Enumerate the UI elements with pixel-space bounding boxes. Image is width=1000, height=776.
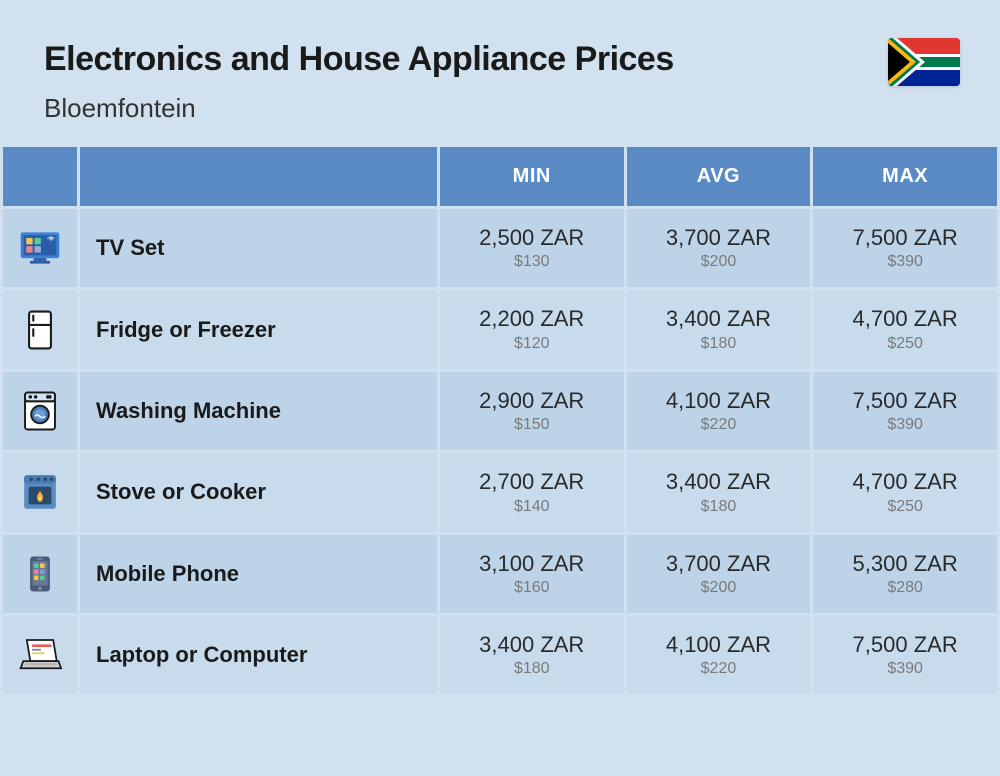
price-avg: 3,700 ZAR $200 (627, 209, 811, 287)
price-max: 7,500 ZAR $390 (813, 616, 997, 694)
phone-icon (3, 535, 77, 613)
price-zar: 3,400 ZAR (448, 632, 616, 658)
header: Electronics and House Appliance Prices B… (0, 0, 1000, 144)
tv-icon (3, 209, 77, 287)
washer-icon (3, 372, 77, 450)
price-usd: $200 (635, 579, 803, 597)
price-zar: 2,700 ZAR (448, 469, 616, 495)
page-title: Electronics and House Appliance Prices (44, 40, 956, 79)
item-name: Stove or Cooker (80, 453, 437, 531)
col-header-min: MIN (440, 147, 624, 206)
col-header-avg: AVG (627, 147, 811, 206)
price-min: 3,400 ZAR $180 (440, 616, 624, 694)
price-zar: 3,400 ZAR (635, 306, 803, 332)
price-avg: 3,400 ZAR $180 (627, 453, 811, 531)
laptop-icon (3, 616, 77, 694)
price-usd: $390 (821, 660, 989, 678)
price-zar: 4,100 ZAR (635, 632, 803, 658)
price-usd: $390 (821, 416, 989, 434)
price-usd: $130 (448, 253, 616, 271)
price-usd: $220 (635, 416, 803, 434)
price-usd: $160 (448, 579, 616, 597)
flag-south-africa-icon (888, 38, 960, 86)
price-usd: $280 (821, 579, 989, 597)
page-subtitle: Bloemfontein (44, 93, 956, 124)
item-name: TV Set (80, 209, 437, 287)
price-max: 4,700 ZAR $250 (813, 453, 997, 531)
price-min: 2,500 ZAR $130 (440, 209, 624, 287)
price-usd: $180 (635, 498, 803, 516)
price-zar: 4,700 ZAR (821, 306, 989, 332)
price-zar: 3,700 ZAR (635, 225, 803, 251)
price-zar: 3,100 ZAR (448, 551, 616, 577)
price-table: MIN AVG MAX TV Set 2,500 ZAR $130 3,700 ZAR… (0, 144, 1000, 697)
price-zar: 7,500 ZAR (821, 225, 989, 251)
item-name: Washing Machine (80, 372, 437, 450)
price-max: 5,300 ZAR $280 (813, 535, 997, 613)
item-name: Fridge or Freezer (80, 290, 437, 368)
price-zar: 4,100 ZAR (635, 388, 803, 414)
table-row: Laptop or Computer 3,400 ZAR $180 4,100 ZAR… (3, 616, 997, 694)
table-row: Washing Machine 2,900 ZAR $150 4,100 ZAR $22… (3, 372, 997, 450)
price-zar: 7,500 ZAR (821, 632, 989, 658)
stove-icon (3, 453, 77, 531)
price-min: 2,700 ZAR $140 (440, 453, 624, 531)
fridge-icon (3, 290, 77, 368)
price-usd: $150 (448, 416, 616, 434)
price-usd: $220 (635, 660, 803, 678)
price-zar: 7,500 ZAR (821, 388, 989, 414)
price-zar: 4,700 ZAR (821, 469, 989, 495)
price-max: 7,500 ZAR $390 (813, 209, 997, 287)
price-avg: 3,400 ZAR $180 (627, 290, 811, 368)
price-usd: $250 (821, 498, 989, 516)
price-max: 7,500 ZAR $390 (813, 372, 997, 450)
price-usd: $390 (821, 253, 989, 271)
table-header-row: MIN AVG MAX (3, 147, 997, 206)
price-usd: $180 (635, 335, 803, 353)
col-header-name (80, 147, 437, 206)
price-usd: $180 (448, 660, 616, 678)
price-zar: 3,700 ZAR (635, 551, 803, 577)
price-avg: 4,100 ZAR $220 (627, 372, 811, 450)
price-usd: $140 (448, 498, 616, 516)
item-name: Laptop or Computer (80, 616, 437, 694)
table-row: Stove or Cooker 2,700 ZAR $140 3,400 ZAR $18… (3, 453, 997, 531)
price-max: 4,700 ZAR $250 (813, 290, 997, 368)
price-min: 2,900 ZAR $150 (440, 372, 624, 450)
price-zar: 3,400 ZAR (635, 469, 803, 495)
col-header-max: MAX (813, 147, 997, 206)
price-zar: 2,900 ZAR (448, 388, 616, 414)
price-min: 3,100 ZAR $160 (440, 535, 624, 613)
price-zar: 2,200 ZAR (448, 306, 616, 332)
price-usd: $200 (635, 253, 803, 271)
price-zar: 2,500 ZAR (448, 225, 616, 251)
table-row: TV Set 2,500 ZAR $130 3,700 ZAR $200 7,500 ZA… (3, 209, 997, 287)
table-row: Mobile Phone 3,100 ZAR $160 3,700 ZAR $200 5,… (3, 535, 997, 613)
price-usd: $250 (821, 335, 989, 353)
price-usd: $120 (448, 335, 616, 353)
price-min: 2,200 ZAR $120 (440, 290, 624, 368)
price-avg: 4,100 ZAR $220 (627, 616, 811, 694)
col-header-icon (3, 147, 77, 206)
price-zar: 5,300 ZAR (821, 551, 989, 577)
item-name: Mobile Phone (80, 535, 437, 613)
table-row: Fridge or Freezer 2,200 ZAR $120 3,400 ZAR $… (3, 290, 997, 368)
price-avg: 3,700 ZAR $200 (627, 535, 811, 613)
